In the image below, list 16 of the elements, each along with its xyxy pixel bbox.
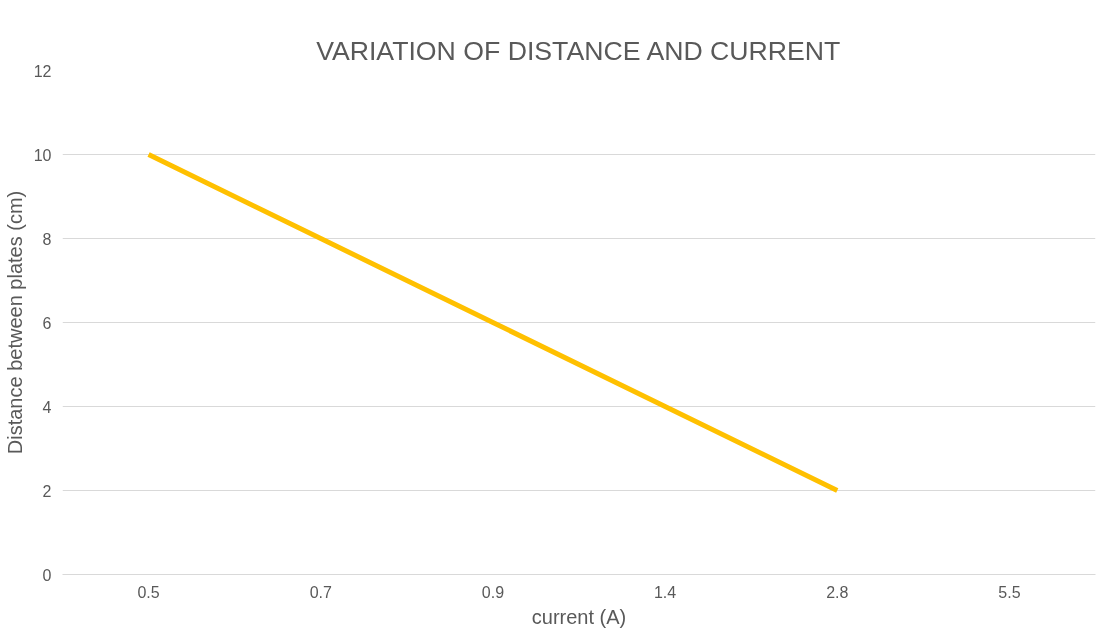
y-tick-label: 10 — [33, 146, 52, 164]
y-tick-label: 12 — [33, 62, 52, 80]
y-axis-title: Distance between plates (cm) — [3, 190, 26, 455]
y-tick-label: 6 — [42, 314, 52, 332]
x-tick-label: 0.5 — [137, 583, 160, 601]
x-tick-label: 0.9 — [481, 583, 505, 601]
x-axis-title: current (A) — [531, 605, 627, 628]
y-tick-label: 4 — [42, 398, 52, 416]
x-tick-label: 2.8 — [826, 583, 849, 601]
x-tick-label: 1.4 — [653, 583, 677, 601]
x-tick-label: 5.5 — [998, 583, 1021, 601]
y-tick-label: 0 — [42, 566, 52, 584]
chart-title: VARIATION OF DISTANCE AND CURRENT — [316, 35, 841, 66]
x-tick-label: 0.7 — [309, 583, 332, 601]
y-tick-label: 8 — [42, 230, 52, 248]
y-tick-label: 2 — [42, 482, 52, 500]
